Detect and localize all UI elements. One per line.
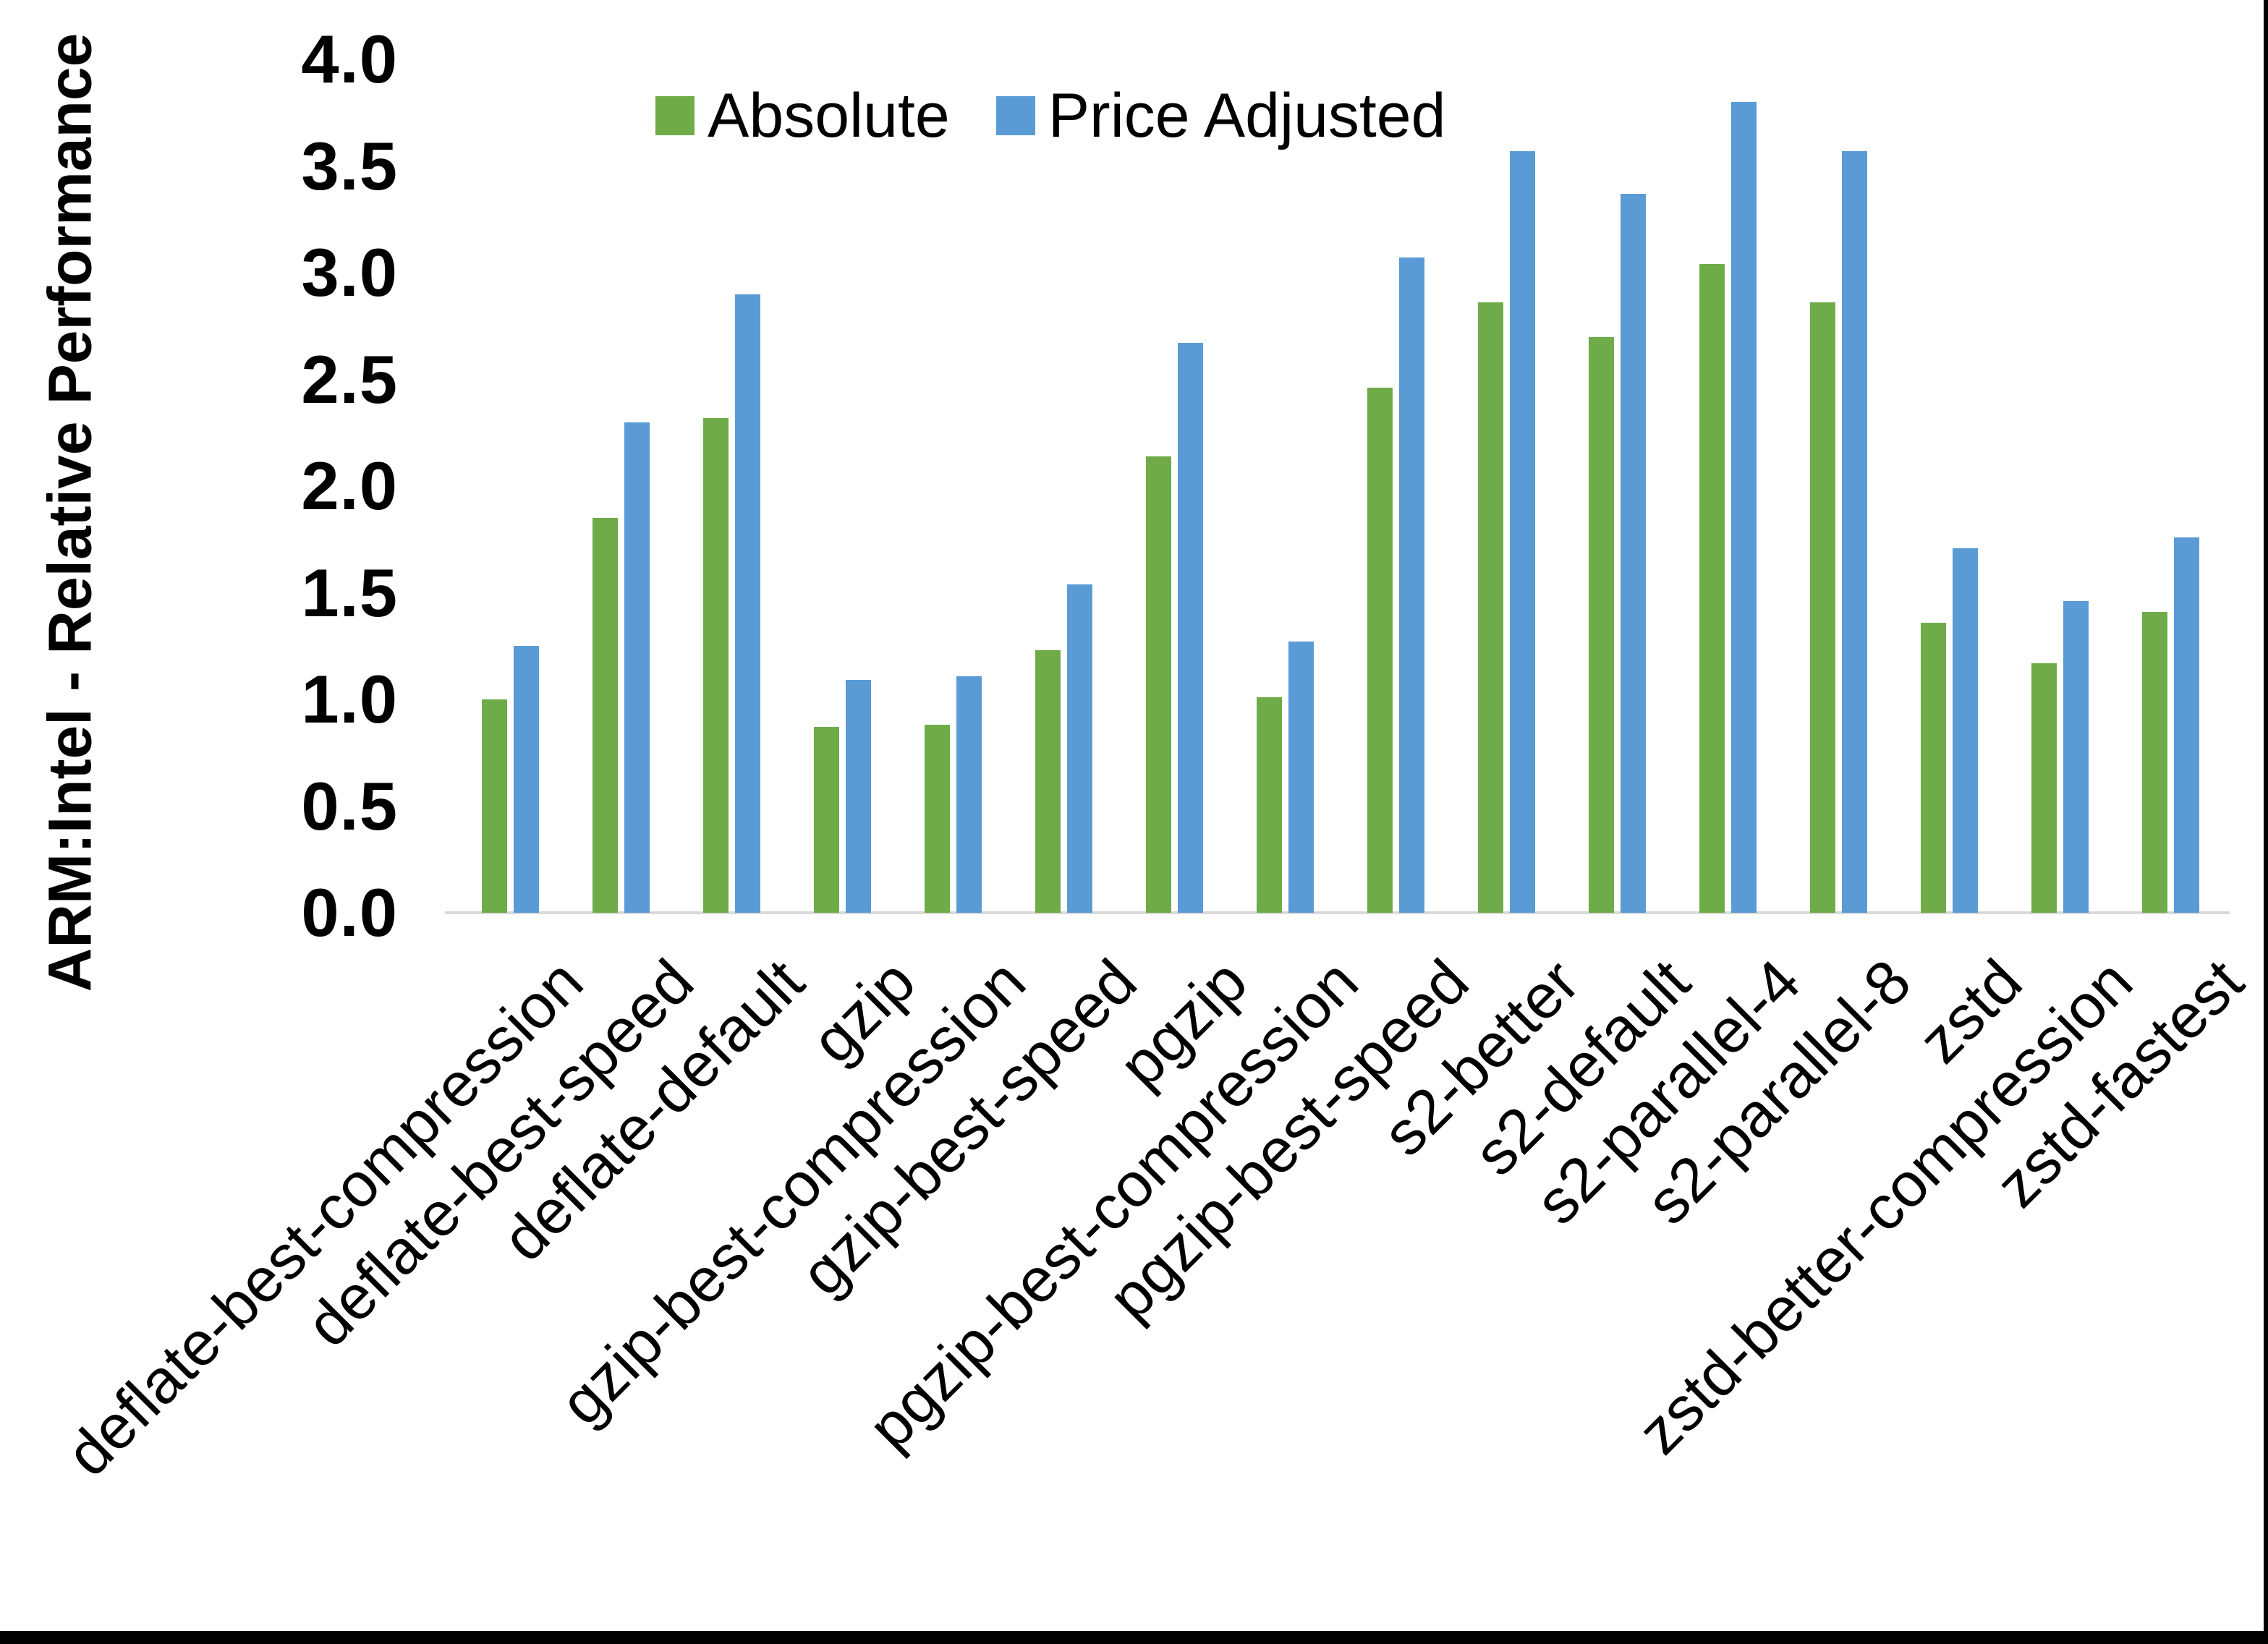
bar-absolute-gzip-best-speed [1035,650,1061,913]
bar-absolute-zstd-better-compression [2031,663,2057,913]
bar-price-adjusted-s2-better [1510,150,1535,913]
legend-label: Price Adjusted [1048,80,1446,150]
bar-price-adjusted-pgzip [1178,343,1203,913]
y-axis-title: ARM:Intel - Relative Performance [35,33,104,992]
bar-absolute-pgzip-best-compression [1257,697,1282,913]
bar-absolute-pgzip [1146,456,1171,913]
y-tick-label: 4.0 [301,21,398,97]
bar-absolute-gzip [814,727,839,913]
bar-absolute-deflate-best-speed [593,518,618,913]
bar-absolute-s2-parallel-4 [1699,264,1725,913]
bar-price-adjusted-s2-parallel-4 [1731,102,1757,913]
legend-item-absolute: Absolute [655,80,950,152]
bar-absolute-s2-default [1589,336,1614,913]
bar-price-adjusted-s2-parallel-8 [1842,150,1867,913]
bar-price-adjusted-zstd-fastest [2174,537,2199,913]
y-tick-label: 0.0 [301,874,398,950]
legend-item-price-adjusted: Price Adjusted [995,80,1446,152]
bar-price-adjusted-gzip-best-speed [1067,584,1092,913]
bar-price-adjusted-pgzip-best-compression [1288,642,1314,913]
legend-swatch-icon [655,96,695,135]
y-tick-label: 3.0 [301,234,398,310]
bar-price-adjusted-deflate-best-speed [624,422,650,913]
bar-absolute-pgzip-best-speed [1367,388,1393,913]
y-tick-label: 1.0 [301,661,398,737]
y-tick-label: 0.5 [301,767,398,844]
bar-absolute-deflate-best-compression [482,699,507,913]
bar-price-adjusted-zstd-better-compression [2063,601,2089,913]
bar-price-adjusted-pgzip-best-speed [1399,257,1424,913]
x-axis-line [445,911,2230,914]
y-tick-label: 2.5 [301,341,398,417]
bar-price-adjusted-zstd [1953,548,1978,913]
bar-price-adjusted-gzip [846,680,871,913]
y-tick-label: 1.5 [301,554,398,631]
bar-price-adjusted-deflate-default [735,294,760,913]
bar-absolute-s2-parallel-8 [1810,302,1835,913]
y-tick-label: 3.5 [301,127,398,204]
bar-price-adjusted-deflate-best-compression [514,646,539,913]
bar-absolute-gzip-best-compression [925,725,950,913]
legend-swatch-icon [995,96,1035,135]
legend-label: Absolute [708,80,950,150]
bar-absolute-zstd [1921,622,1946,913]
legend: Absolute Price Adjusted [655,78,1445,153]
bar-price-adjusted-s2-default [1621,193,1646,913]
bar-absolute-zstd-fastest [2142,612,2167,913]
bar-absolute-s2-better [1478,302,1503,913]
bar-absolute-deflate-default [703,417,729,913]
bar-price-adjusted-gzip-best-compression [956,676,982,913]
y-tick-label: 2.0 [301,448,398,524]
